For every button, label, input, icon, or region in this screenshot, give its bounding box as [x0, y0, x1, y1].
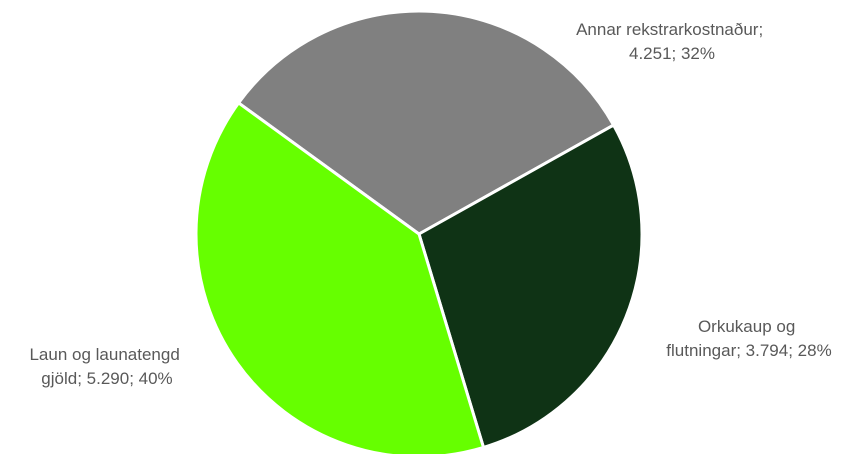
data-labels: Annar rekstrarkostnaður; 4.251; 32% Orku…: [29, 20, 831, 388]
pie-slices: [194, 9, 644, 454]
slice-label-orkukaup: Orkukaup og flutningar; 3.794; 28%: [666, 317, 831, 360]
pie-slice-1: [236, 9, 616, 236]
pie-slice-3: [194, 100, 486, 454]
slice-label-laun: Laun og launatengd gjöld; 5.290; 40%: [29, 345, 184, 388]
slice-label-annar: Annar rekstrarkostnaður; 4.251; 32%: [576, 20, 768, 63]
pie-slice-2: [417, 123, 644, 450]
